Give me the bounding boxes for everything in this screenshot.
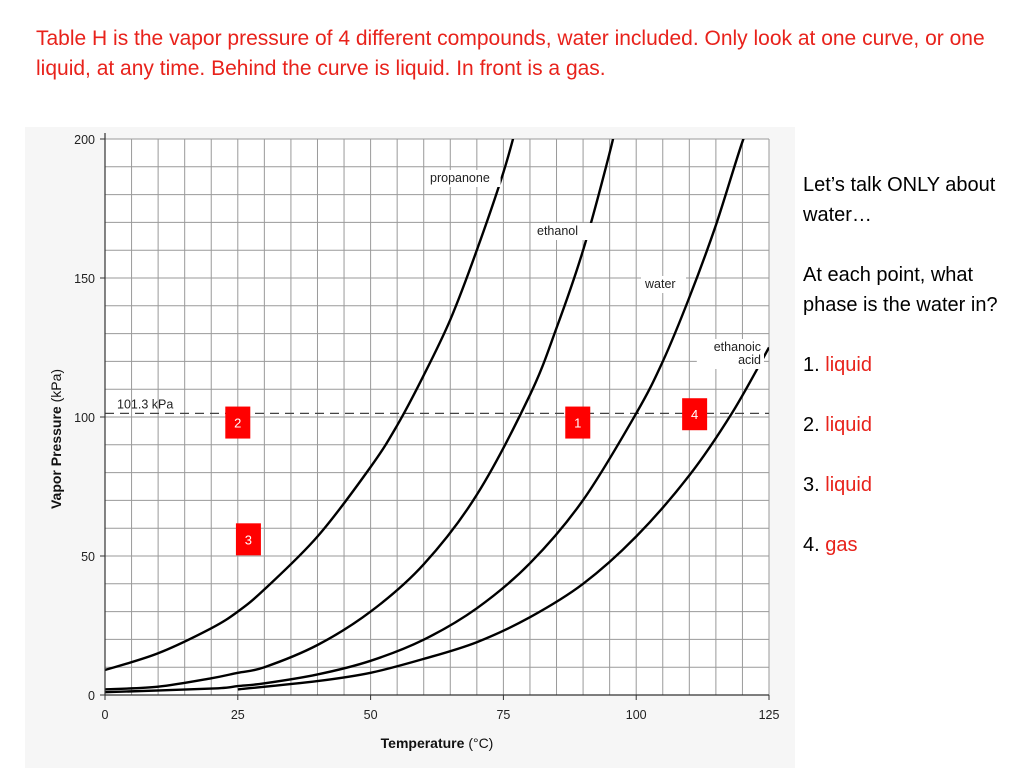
answer-item-4: 4. gas [803,530,1013,560]
y-tick-label: 200 [74,133,95,147]
curve-label-ethanol: ethanol [537,224,578,238]
point-marker-label: 1 [574,416,581,431]
curve-label-propanone: propanone [430,171,490,185]
y-tick-label: 150 [74,272,95,286]
reference-line-label: 101.3 kPa [117,397,173,411]
point-marker-1: 1 [565,406,591,439]
x-tick-label: 100 [626,708,647,722]
y-axis-title-unit: (kPa) [48,369,64,402]
curve-propanone [105,139,515,672]
y-tick-label: 50 [81,550,95,564]
y-tick-label: 0 [88,689,95,703]
curve-label-line: acid [738,353,761,367]
tick-labels-group: 0 25 50 75 100 125 0 50 100 150 200 [74,133,779,722]
curve-label-line: water [644,277,676,291]
x-tick-label: 75 [496,708,510,722]
point-marker-box [682,398,708,431]
point-marker-3: 3 [235,523,261,556]
slide-title: Table H is the vapor pressure of 4 diffe… [36,27,985,80]
point-markers-group: 2 1 4 3 [225,398,708,556]
curve-water [105,139,745,694]
question-text: At each point, what phase is the water i… [803,264,998,316]
x-axis-title-bold: Temperature [381,735,465,751]
answer-number: 4. [803,534,820,556]
curve-ethanol [105,139,615,691]
x-tick-label: 125 [759,708,780,722]
answer-number: 2. [803,414,820,436]
x-axis-title-unit: (°C) [468,735,493,751]
point-marker-label: 2 [234,416,241,431]
curve-label-line: ethanol [537,224,578,238]
vapor-pressure-chart: 101.3 kPa 0 25 50 75 100 125 0 50 100 150 200 prop… [25,127,795,768]
y-tick-label: 100 [74,411,95,425]
answer-item-1: 1. liquid [803,350,1013,380]
curve-label-line: propanone [430,171,490,185]
answer-value: liquid [825,414,872,436]
curve-label-line: ethanoic [714,340,761,354]
point-marker-label: 4 [691,407,698,422]
reference-line-group: 101.3 kPa [105,397,769,415]
answer-value: liquid [825,354,872,376]
curve-label-background [696,339,764,369]
side-panel: Let’s talk ONLY about water… At each poi… [803,170,1013,590]
axes-group [100,133,770,700]
curve-label-ethanoic-acid: ethanoic acid [714,340,761,367]
point-marker-box [225,406,251,439]
chart-grid [104,138,770,696]
answer-number: 3. [803,474,820,496]
curve-ethanoic-acid [237,346,769,691]
answer-value: liquid [825,474,872,496]
x-tick-label: 50 [364,708,378,722]
curve-label-background [426,170,501,187]
curve-label-water: water [644,277,676,291]
x-tick-label: 25 [231,708,245,722]
y-axis-title: Vapor Pressure (kPa) [48,369,64,509]
point-marker-label: 3 [245,532,252,547]
x-tick-label: 0 [102,708,109,722]
curve-label-background [641,276,686,293]
chart-svg: 101.3 kPa 0 25 50 75 100 125 0 50 100 150 200 prop… [48,133,779,751]
y-axis-title-bold: Vapor Pressure [48,406,64,509]
point-marker-2: 2 [225,406,251,439]
x-axis-title: Temperature (°C) [381,735,494,751]
answer-item-2: 2. liquid [803,410,1013,440]
answer-number: 1. [803,354,820,376]
intro-text: Let’s talk ONLY about water… [803,174,996,226]
answer-value: gas [825,534,858,556]
curve-label-background [533,223,593,240]
curve-labels-group: propanone ethanol water ethanoic acid [426,170,764,369]
point-marker-box [235,523,261,556]
answer-item-3: 3. liquid [803,470,1013,500]
point-marker-box [565,406,591,439]
curves-group [105,139,769,694]
point-marker-4: 4 [682,398,708,431]
